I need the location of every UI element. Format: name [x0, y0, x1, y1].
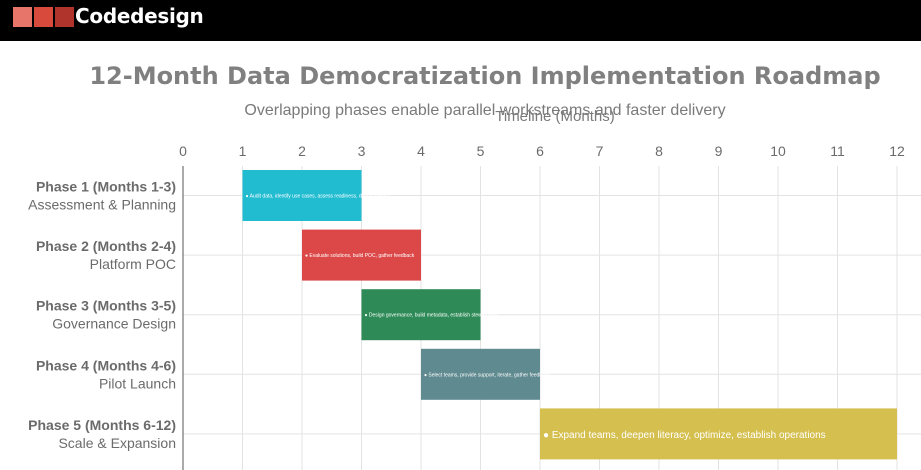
y-tick-label-phase: Phase 3 (Months 3-5): [36, 298, 176, 314]
x-tick-label: 1: [239, 143, 247, 159]
y-tick-label-name: Pilot Launch: [99, 375, 176, 391]
y-tick-label-name: Scale & Expansion: [58, 435, 176, 451]
logo-square: [13, 7, 32, 27]
logo-square: [55, 7, 74, 27]
brand-name: Codedesign: [75, 4, 204, 28]
gantt-bar: [361, 289, 481, 341]
y-tick-label-phase: Phase 1 (Months 1-3): [36, 179, 176, 195]
x-tick-label: 2: [298, 143, 306, 159]
bar-label: ● Audit data, identify use cases, assess…: [246, 194, 391, 200]
bar-label: ● Evaluate solutions, build POC, gather …: [305, 253, 415, 259]
y-tick-label-phase: Phase 4 (Months 4-6): [36, 357, 176, 373]
gantt-bar: [540, 408, 897, 460]
x-tick-label: 3: [358, 143, 366, 159]
y-tick-label-name: Platform POC: [90, 256, 176, 272]
bar-label: ● Design governance, build metadata, est…: [365, 313, 499, 319]
x-tick-label: 12: [889, 143, 905, 159]
x-tick-label: 0: [179, 143, 187, 159]
y-tick-label-phase: Phase 2 (Months 2-4): [36, 238, 176, 254]
x-tick-label: 8: [655, 143, 663, 159]
y-tick-label-name: Governance Design: [52, 316, 176, 332]
y-tick-label-phase: Phase 5 (Months 6-12): [28, 417, 176, 433]
x-tick-label: 5: [477, 143, 485, 159]
bar-label: ● Expand teams, deepen literacy, optimiz…: [543, 430, 826, 441]
x-tick-label: 10: [770, 143, 786, 159]
gantt-bar: [421, 348, 540, 400]
logo-square: [34, 7, 53, 27]
x-tick-label: 6: [536, 143, 544, 159]
x-tick-label: 11: [830, 143, 845, 159]
chart-subtitle: Overlapping phases enable parallel works…: [244, 102, 726, 119]
gantt-bar: [242, 170, 362, 221]
y-tick-label-name: Assessment & Planning: [28, 197, 176, 213]
x-tick-label: 9: [715, 143, 723, 159]
gantt-bar: [302, 229, 421, 281]
x-tick-label: 7: [596, 143, 604, 159]
x-tick-label: 4: [417, 143, 425, 159]
x-axis-label: Timeline (Months): [495, 108, 615, 125]
chart-title: 12-Month Data Democratization Implementa…: [89, 62, 881, 90]
header-bar: Codedesign: [0, 0, 921, 41]
bar-label: ● Select teams, provide support, iterate…: [424, 372, 550, 378]
